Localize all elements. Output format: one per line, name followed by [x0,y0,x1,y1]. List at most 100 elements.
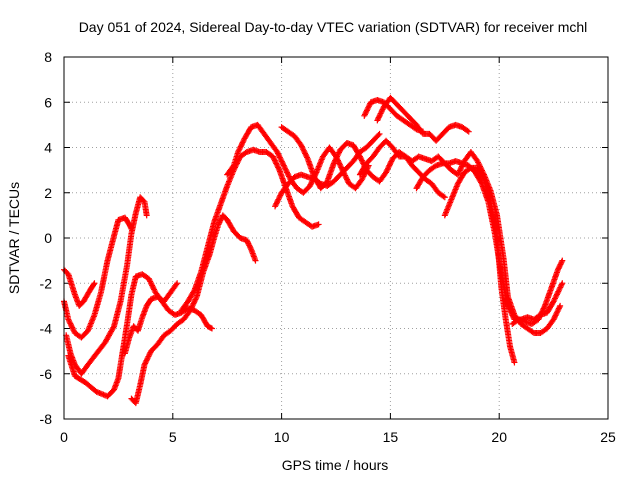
data-point [70,327,77,334]
data-point [144,356,151,363]
data-point [558,281,565,288]
data-point [276,154,283,161]
data-point [336,149,343,156]
y-tick-label: -8 [40,411,53,427]
data-point [529,329,536,336]
data-point [550,316,557,323]
data-point [90,281,97,288]
data-point [142,360,149,367]
data-point [299,144,306,151]
data-point [363,108,370,115]
data-point [240,136,247,143]
data-point [67,320,74,327]
x-tick-labels: 0 5 10 15 20 25 [60,429,616,445]
data-point [551,315,558,322]
y-tick-label: 0 [44,230,52,246]
data-point [336,160,343,167]
data-point [301,149,308,156]
data-point [332,156,339,163]
data-point [65,316,72,323]
data-point [337,163,344,170]
data-point [280,161,287,168]
data-point [141,361,148,368]
data-point [374,117,381,124]
data-point [188,304,195,311]
data-point [306,182,313,189]
data-point [302,151,309,158]
data-point [475,159,482,166]
data-point [540,305,547,312]
data-point [506,305,513,312]
data-point [187,306,194,313]
data-point [375,132,382,139]
x-tick-label: 5 [169,429,177,445]
data-point [509,312,516,319]
data-point [278,158,285,165]
data-point [386,161,393,168]
y-tick-label: 6 [44,94,52,110]
data-point [269,153,276,160]
data-point [143,212,150,219]
data-point [511,359,518,366]
data-point [277,155,284,162]
data-point [440,193,447,200]
data-point [358,156,365,163]
data-point [379,106,386,113]
data-point [466,165,473,172]
data-point [378,109,385,116]
data-point [273,160,280,167]
data-point [386,162,393,169]
data-point [147,278,154,285]
data-point [357,154,364,161]
data-point [271,156,278,163]
data-point [361,112,368,119]
data-point [252,257,259,264]
data-point [359,158,366,165]
data-point [537,312,544,319]
data-point [378,107,385,114]
data-point [456,167,463,174]
data-point [361,111,368,118]
y-tick-labels: -8 -6 -4 -2 0 2 4 6 8 [40,49,53,427]
data-point [553,311,560,318]
data-point [336,161,343,168]
data-point [539,308,546,315]
data-point [283,168,290,175]
x-tick-label: 0 [60,429,68,445]
data-point [144,354,151,361]
data-point [551,313,558,320]
data-point [507,308,514,315]
data-point [274,199,281,206]
data-point [539,306,546,313]
y-tick-label: 8 [44,49,52,65]
data-point [365,103,372,110]
data-point [190,300,197,307]
data-point [272,201,279,208]
data-point [557,284,564,291]
data-point [69,324,76,331]
data-point [480,174,487,181]
data-point [236,146,243,153]
data-point [235,149,242,156]
data-point [358,157,365,164]
data-point [239,139,246,146]
data-point [271,157,278,164]
data-point [151,286,158,293]
data-point [551,296,558,303]
data-point [538,309,545,316]
data-point [454,171,461,178]
plot-frame [63,56,609,420]
y-tick-label: 2 [44,185,52,201]
data-point [276,193,283,200]
data-point [298,143,305,150]
data-point [552,312,559,319]
data-point [441,194,448,201]
data-point [275,164,282,171]
data-point [193,295,200,302]
data-point [535,316,542,323]
data-point [338,164,345,171]
data-point [142,358,149,365]
data-point [275,151,282,158]
data-point [387,159,394,166]
data-point [356,153,363,160]
